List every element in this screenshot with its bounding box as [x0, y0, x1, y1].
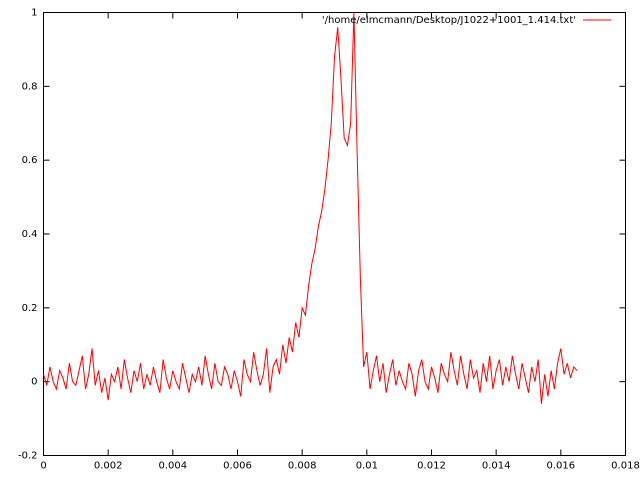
x-tick-label: 0.012 [417, 461, 446, 472]
y-tick-label: -0.2 [18, 451, 38, 462]
y-tick-label: 0.8 [22, 81, 38, 92]
x-tick-label: 0.016 [547, 461, 576, 472]
y-tick-label: 0.6 [22, 155, 38, 166]
y-tick-label: 0.2 [22, 303, 38, 314]
x-tick-label: 0.006 [223, 461, 252, 472]
data-line [43, 12, 578, 404]
x-tick-label: 0.004 [159, 461, 188, 472]
y-tick-label: 0 [31, 377, 37, 388]
x-tick-label: 0.002 [94, 461, 123, 472]
y-tick-label: 1 [31, 8, 37, 19]
y-tick-label: 0.4 [22, 229, 38, 240]
x-tick-label: 0.01 [356, 461, 378, 472]
plot-border [43, 12, 626, 456]
x-tick-label: 0.018 [611, 461, 640, 472]
x-tick-label: 0 [40, 461, 46, 472]
legend-label: '/home/elmcmann/Desktop/J1022+1001_1.414… [322, 15, 576, 26]
x-tick-label: 0.014 [482, 461, 511, 472]
x-tick-label: 0.008 [288, 461, 317, 472]
